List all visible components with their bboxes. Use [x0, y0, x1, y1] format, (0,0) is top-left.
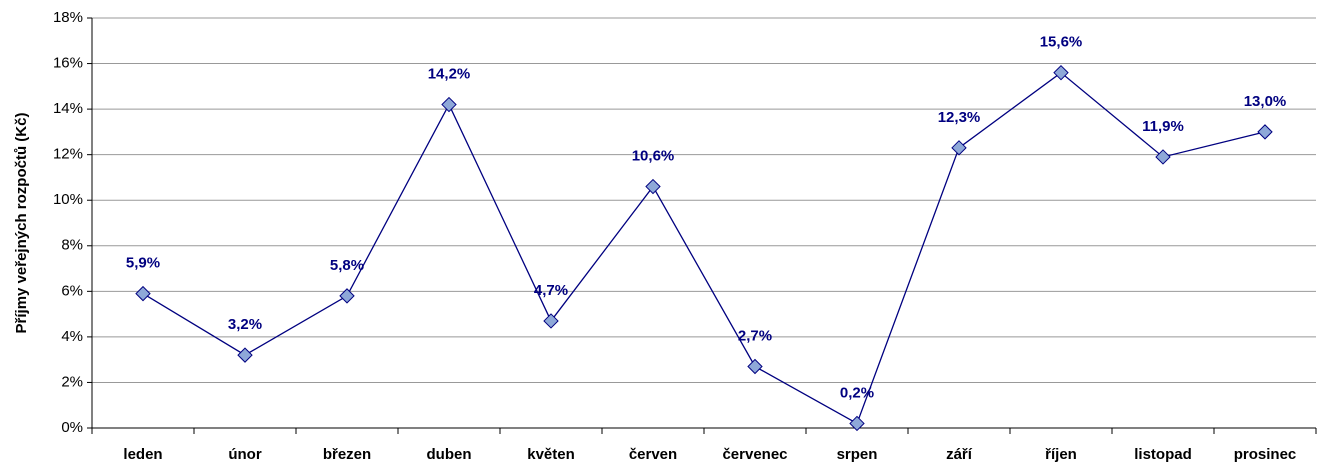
x-tick-label: září — [946, 446, 973, 463]
marker — [1053, 64, 1069, 81]
y-tick-label: 16% — [53, 55, 83, 72]
x-tick-label: červen — [629, 446, 677, 463]
x-tick-label: únor — [228, 446, 261, 463]
data-label: 3,2% — [228, 316, 262, 333]
y-tick-label: 10% — [53, 191, 83, 208]
data-label: 14,2% — [428, 66, 471, 83]
marker — [747, 358, 763, 375]
x-tick-label: červenec — [722, 446, 787, 463]
data-label: 11,9% — [1142, 118, 1184, 135]
data-label: 13,0% — [1244, 93, 1287, 110]
marker — [339, 288, 355, 304]
marker — [1257, 124, 1273, 140]
data-label: 10,6% — [632, 148, 675, 165]
data-label: 5,9% — [126, 255, 160, 272]
x-tick-label: prosinec — [1234, 446, 1297, 463]
marker — [849, 415, 865, 432]
y-tick-label: 14% — [53, 100, 83, 117]
y-tick-label: 12% — [53, 146, 83, 163]
y-axis-label: Příjmy veřejných rozpočtů (Kč) — [13, 113, 30, 334]
y-tick-label: 18% — [53, 9, 83, 26]
data-label: 0,2% — [840, 384, 874, 401]
marker — [441, 96, 457, 113]
marker — [951, 140, 967, 156]
y-tick-label: 2% — [61, 373, 83, 390]
x-tick-label: leden — [123, 446, 162, 463]
marker — [645, 178, 661, 195]
y-tick-label: 0% — [61, 419, 83, 436]
data-label: 2,7% — [738, 327, 772, 344]
data-label: 12,3% — [938, 109, 981, 126]
data-label: 5,8% — [330, 257, 364, 274]
marker — [237, 347, 253, 363]
series-line — [142, 71, 1266, 425]
data-label: 4,7% — [534, 282, 568, 299]
data-label: 15,6% — [1040, 34, 1083, 51]
marker — [543, 313, 559, 329]
y-tick-label: 8% — [61, 237, 83, 254]
x-tick-label: listopad — [1134, 446, 1192, 463]
x-tick-label: srpen — [837, 446, 878, 463]
x-tick-label: březen — [323, 446, 371, 463]
marker — [1155, 149, 1171, 165]
x-tick-label: říjen — [1045, 446, 1077, 463]
x-tick-label: duben — [427, 446, 472, 463]
y-tick-label: 6% — [61, 282, 83, 299]
y-tick-label: 4% — [61, 328, 83, 345]
x-tick-label: květen — [527, 446, 575, 463]
marker — [135, 285, 151, 302]
